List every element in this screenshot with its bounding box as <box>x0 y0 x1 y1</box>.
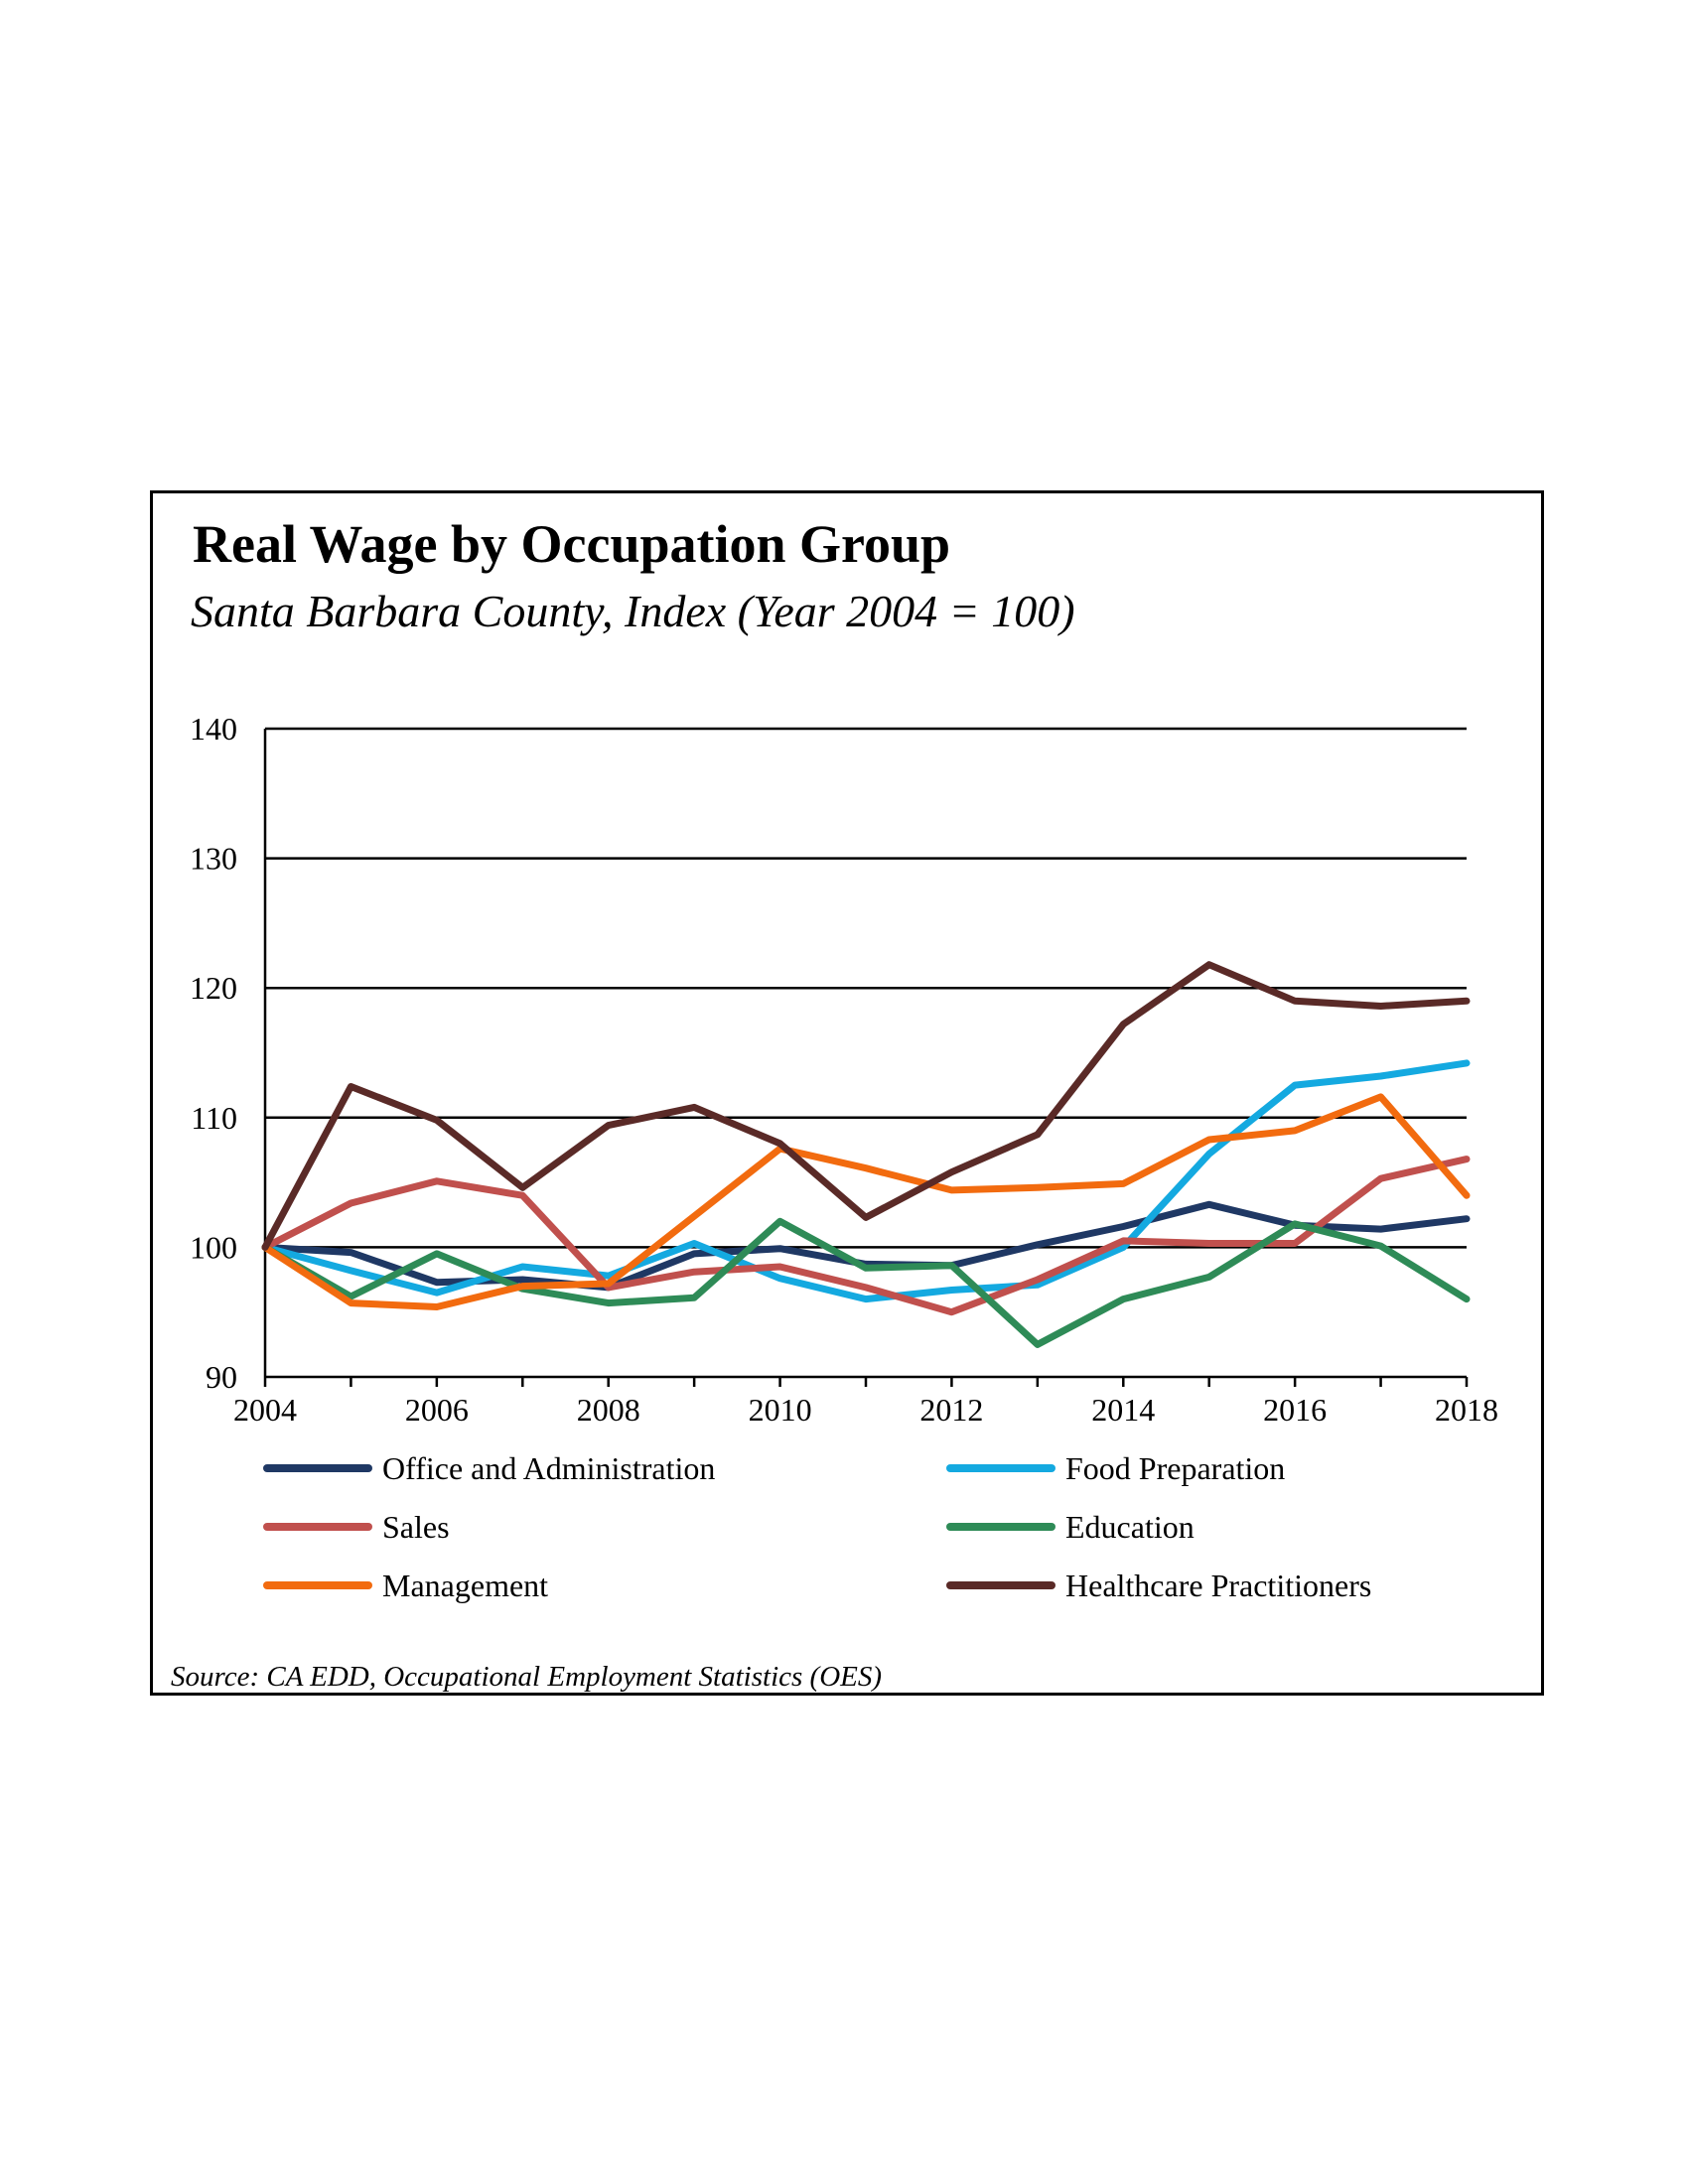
y-tick-label: 110 <box>191 1100 237 1136</box>
legend-item: Healthcare Practitioners <box>946 1566 1371 1605</box>
legend-swatch <box>263 1464 372 1472</box>
legend-label: Office and Administration <box>382 1449 716 1486</box>
y-axis-tick-labels: 90 100 110 120 130 140 <box>190 711 237 1395</box>
chart-panel: Real Wage by Occupation Group Santa Barb… <box>150 490 1544 1696</box>
x-tick-label: 2018 <box>1435 1392 1498 1428</box>
legend-swatch <box>946 1581 1055 1589</box>
chart-subtitle: Santa Barbara County, Index (Year 2004 =… <box>191 586 1075 636</box>
y-tick-label: 140 <box>190 711 237 747</box>
series-line-healthcare-practitioners <box>261 961 1471 1251</box>
x-tick-label: 2006 <box>405 1392 469 1428</box>
legend-swatch <box>946 1523 1055 1531</box>
x-tick-label: 2014 <box>1091 1392 1155 1428</box>
y-tick-label: 100 <box>190 1229 237 1265</box>
legend-label: Healthcare Practitioners <box>1065 1567 1372 1603</box>
axes <box>263 729 1469 1387</box>
legend-item: Food Preparation <box>946 1448 1285 1488</box>
y-tick-label: 120 <box>190 970 237 1006</box>
series-line-education <box>261 1217 1471 1348</box>
series-lines <box>261 961 1471 1348</box>
legend-item: Education <box>946 1507 1195 1547</box>
legend-label: Education <box>1065 1508 1195 1545</box>
legend-label: Management <box>382 1567 549 1603</box>
x-tick-label: 2012 <box>919 1392 983 1428</box>
series-line-management <box>261 1093 1471 1310</box>
legend-swatch <box>263 1523 372 1531</box>
x-tick-label: 2016 <box>1263 1392 1327 1428</box>
legend-item: Office and Administration <box>263 1448 715 1488</box>
legend-swatch <box>946 1464 1055 1472</box>
x-axis-tick-labels: 2004 2006 2008 2010 2012 2014 2016 2018 <box>233 1392 1498 1428</box>
series-line-food-preparation <box>261 1059 1471 1303</box>
source-note: Source: CA EDD, Occupational Employment … <box>171 1661 883 1693</box>
chart-title: Real Wage by Occupation Group <box>193 514 951 574</box>
y-tick-label: 130 <box>190 841 237 877</box>
y-tick-label: 90 <box>206 1359 237 1395</box>
legend-item: Management <box>263 1566 548 1605</box>
x-tick-label: 2010 <box>749 1392 812 1428</box>
x-tick-label: 2004 <box>233 1392 297 1428</box>
legend-item: Sales <box>263 1507 450 1547</box>
legend-label: Food Preparation <box>1065 1449 1286 1486</box>
legend-label: Sales <box>382 1508 450 1545</box>
x-tick-label: 2008 <box>577 1392 640 1428</box>
legend-swatch <box>263 1581 372 1589</box>
